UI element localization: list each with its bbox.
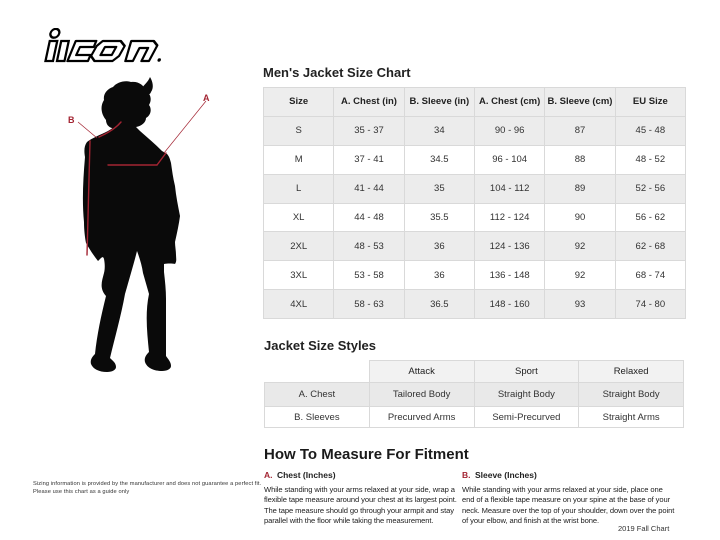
svg-text:A: A — [203, 93, 210, 103]
svg-text:B: B — [68, 115, 75, 125]
